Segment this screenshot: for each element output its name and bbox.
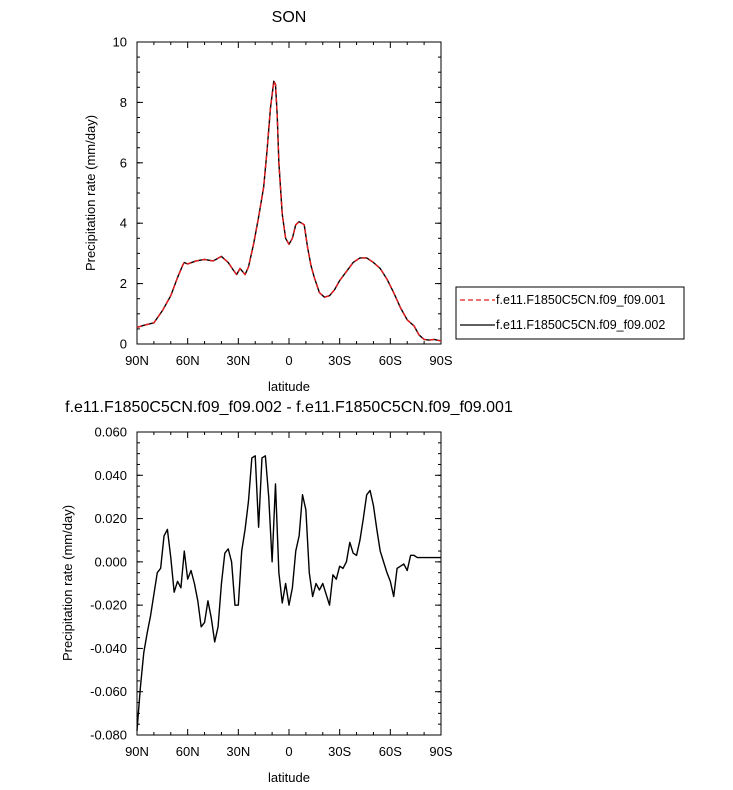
precip-x-tick-label: 0 — [285, 353, 292, 368]
difference-x-tick-label: 60S — [379, 744, 402, 759]
difference-x-tick-label: 30S — [328, 744, 351, 759]
precip-x-tick-label: 60N — [176, 353, 200, 368]
difference-chart-title: f.e11.F1850C5CN.f09_f09.002 - f.e11.F185… — [65, 399, 513, 416]
difference-x-tick-label: 90S — [429, 744, 452, 759]
difference-x-axis-label: latitude — [268, 770, 310, 785]
difference-x-tick-label: 30N — [226, 744, 250, 759]
difference-x-tick-label: 60N — [176, 744, 200, 759]
precip-y-tick-label: 6 — [120, 155, 127, 170]
legend: f.e11.F1850C5CN.f09_f09.001 f.e11.F1850C… — [455, 286, 685, 340]
difference-series-line — [136, 455, 441, 731]
legend-entry-001: f.e11.F1850C5CN.f09_f09.001 — [496, 293, 665, 307]
difference-y-tick-label: -0.020 — [90, 598, 127, 613]
legend-box — [455, 286, 685, 340]
precip-y-tick-label: 2 — [120, 276, 127, 291]
precip-x-tick-label: 90S — [429, 353, 452, 368]
difference-x-tick-label: 0 — [285, 744, 292, 759]
precip-y-axis-label: Precipitation rate (mm/day) — [83, 115, 98, 271]
precip-x-tick-label: 60S — [379, 353, 402, 368]
precip-y-tick-label: 4 — [120, 216, 127, 231]
series-line-002 — [136, 80, 442, 342]
difference-x-tick-label: 90N — [125, 744, 149, 759]
difference-y-tick-label: 0.060 — [94, 425, 127, 440]
difference-y-tick-label: 0.000 — [94, 554, 127, 569]
legend-entry-002: f.e11.F1850C5CN.f09_f09.002 — [496, 318, 665, 332]
precip-y-tick-label: 10 — [113, 35, 127, 50]
precip-y-tick-label: 8 — [120, 95, 127, 110]
difference-y-tick-label: 0.040 — [94, 468, 127, 483]
precip-x-tick-label: 30S — [328, 353, 351, 368]
precip-chart-title: SON — [272, 9, 307, 26]
difference-y-tick-label: -0.060 — [90, 684, 127, 699]
difference-y-axis-label: Precipitation rate (mm/day) — [60, 505, 75, 661]
difference-panel: f.e11.F1850C5CN.f09_f09.002 - f.e11.F185… — [60, 399, 513, 785]
difference-y-tick-label: -0.040 — [90, 641, 127, 656]
precip-x-tick-label: 30N — [226, 353, 250, 368]
precip-x-tick-label: 90N — [125, 353, 149, 368]
difference-y-tick-label: 0.020 — [94, 511, 127, 526]
precip-x-axis-label: latitude — [268, 379, 310, 394]
precip-plot-frame — [136, 41, 442, 345]
series-line-001 — [136, 80, 442, 342]
difference-y-tick-label: -0.080 — [90, 728, 127, 743]
precip-y-tick-label: 0 — [120, 337, 127, 352]
